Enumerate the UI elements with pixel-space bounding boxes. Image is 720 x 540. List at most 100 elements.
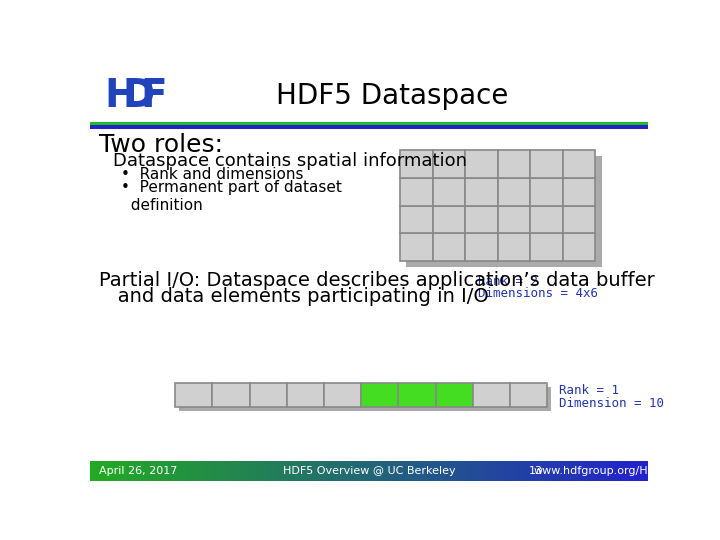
Bar xyxy=(90,65,648,123)
Text: F: F xyxy=(140,77,167,114)
Bar xyxy=(164,461,170,481)
Bar xyxy=(578,461,584,481)
Bar xyxy=(369,461,374,481)
Bar xyxy=(473,383,510,408)
Bar xyxy=(374,461,379,481)
Bar xyxy=(150,461,156,481)
Bar xyxy=(559,461,565,481)
Bar xyxy=(634,461,639,481)
Bar xyxy=(398,383,436,408)
Bar xyxy=(406,461,412,481)
Bar xyxy=(253,461,258,481)
Bar xyxy=(132,461,138,481)
Text: HDF5 Dataspace: HDF5 Dataspace xyxy=(276,82,508,110)
Bar xyxy=(593,461,598,481)
Bar xyxy=(206,461,212,481)
Bar xyxy=(574,461,579,481)
Bar xyxy=(583,461,588,481)
Bar xyxy=(425,461,431,481)
Bar xyxy=(639,461,644,481)
Bar xyxy=(490,461,495,481)
Bar xyxy=(400,206,433,233)
Bar xyxy=(508,461,514,481)
Bar xyxy=(495,461,500,481)
Bar xyxy=(465,233,498,261)
Bar xyxy=(481,461,486,481)
Text: HDF5 Overview @ UC Berkeley: HDF5 Overview @ UC Berkeley xyxy=(283,467,455,476)
Bar xyxy=(555,461,560,481)
Bar xyxy=(411,461,416,481)
Bar xyxy=(485,461,490,481)
Bar xyxy=(563,150,595,178)
Bar xyxy=(327,461,333,481)
Bar xyxy=(433,206,465,233)
Bar xyxy=(192,461,198,481)
Bar xyxy=(444,461,449,481)
Bar xyxy=(215,461,221,481)
Bar xyxy=(536,461,542,481)
Bar xyxy=(541,461,546,481)
Bar xyxy=(400,233,433,261)
Bar xyxy=(169,461,174,481)
Bar xyxy=(309,461,314,481)
Bar xyxy=(611,461,616,481)
Bar xyxy=(532,461,537,481)
Bar xyxy=(220,461,225,481)
Bar xyxy=(400,178,433,206)
Bar xyxy=(476,461,482,481)
Bar xyxy=(341,461,346,481)
Bar xyxy=(467,461,472,481)
Bar xyxy=(266,461,272,481)
Bar xyxy=(323,461,328,481)
Bar xyxy=(271,461,276,481)
Bar xyxy=(530,150,563,178)
Text: April 26, 2017: April 26, 2017 xyxy=(99,467,178,476)
Bar xyxy=(397,461,402,481)
Bar xyxy=(94,461,100,481)
Bar xyxy=(620,461,626,481)
Text: D: D xyxy=(122,77,155,114)
Bar xyxy=(434,461,439,481)
Text: H: H xyxy=(104,77,137,114)
Bar xyxy=(563,206,595,233)
Bar xyxy=(90,122,648,125)
Bar xyxy=(498,178,530,206)
Bar xyxy=(179,387,551,411)
Bar xyxy=(436,383,473,408)
Bar xyxy=(258,461,263,481)
Bar xyxy=(239,461,244,481)
Bar xyxy=(90,461,96,481)
Text: Two roles:: Two roles: xyxy=(99,132,223,157)
Bar xyxy=(387,461,393,481)
Bar xyxy=(465,150,498,178)
Bar xyxy=(415,461,421,481)
Bar xyxy=(504,461,509,481)
Bar xyxy=(141,461,147,481)
Bar xyxy=(145,461,151,481)
Bar xyxy=(313,461,319,481)
Bar xyxy=(118,461,123,481)
Bar xyxy=(563,233,595,261)
Bar xyxy=(530,206,563,233)
Bar xyxy=(400,150,433,178)
Bar xyxy=(546,461,551,481)
Bar xyxy=(300,461,305,481)
Bar xyxy=(438,461,444,481)
Bar xyxy=(465,206,498,233)
Bar xyxy=(225,461,230,481)
Bar xyxy=(462,461,467,481)
Bar xyxy=(457,461,463,481)
Bar xyxy=(174,461,179,481)
Bar xyxy=(234,461,240,481)
Bar xyxy=(361,383,398,408)
Bar xyxy=(364,461,370,481)
Text: •  Rank and dimensions: • Rank and dimensions xyxy=(121,167,304,182)
Bar xyxy=(530,233,563,261)
Bar xyxy=(402,461,407,481)
Bar xyxy=(383,461,388,481)
Bar xyxy=(420,461,426,481)
Bar xyxy=(355,461,361,481)
Bar xyxy=(433,150,465,178)
Bar xyxy=(109,461,114,481)
Text: Dimensions = 4x6: Dimensions = 4x6 xyxy=(478,287,598,300)
